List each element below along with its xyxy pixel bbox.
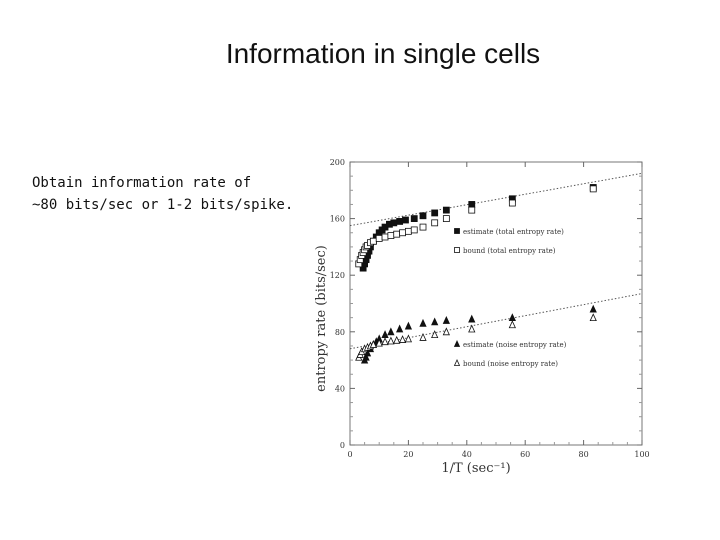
point-series-3 [362, 352, 370, 361]
legend-label-3: estimate (noise entropy rate) [463, 341, 567, 349]
point-series-4 [442, 327, 450, 336]
point-series-3 [387, 327, 395, 336]
point-series-2 [589, 185, 597, 193]
point-series-2 [381, 233, 389, 241]
y-tick-label: 80 [335, 328, 345, 337]
y-axis-title: entropy rate (bits/sec) [314, 245, 329, 392]
point-series-3 [589, 304, 597, 313]
point-series-4 [381, 337, 389, 346]
point-series-4 [369, 340, 377, 348]
point-series-4 [508, 320, 516, 329]
point-series-1 [402, 216, 409, 224]
point-series-3 [396, 324, 404, 333]
body-line-2: ~80 bits/sec or 1-2 bits/spike. [32, 197, 294, 213]
entropy-rate-chart: 0 20 40 60 80 100 0 40 80 120 160 200 1/T (sec⁻¹) ent… [314, 158, 650, 476]
point-series-2 [431, 219, 439, 227]
point-series-4 [468, 324, 476, 333]
x-tick-label: 60 [520, 450, 530, 459]
point-series-4 [375, 338, 383, 347]
point-series-1 [410, 215, 418, 222]
plot-frame [349, 161, 643, 446]
y-tick-label: 0 [340, 441, 345, 450]
point-series-2 [508, 199, 516, 207]
point-series-3 [508, 313, 516, 322]
y-tick-label: 40 [335, 384, 345, 393]
point-series-1 [468, 201, 476, 208]
legend-marker-4 [453, 359, 461, 366]
point-series-2 [387, 232, 395, 239]
point-series-4 [393, 335, 401, 344]
point-series-2 [419, 223, 427, 231]
legend-marker-1 [454, 228, 460, 234]
legend-label-2: bound (total entropy rate) [463, 247, 556, 255]
point-series-4 [404, 334, 413, 343]
point-series-2 [399, 229, 406, 237]
point-series-1 [390, 219, 398, 227]
point-series-1 [442, 206, 450, 214]
x-tick-label: 100 [634, 450, 649, 459]
fit-line-total [349, 172, 643, 227]
y-tick-label: 120 [330, 271, 345, 280]
point-series-1 [431, 209, 439, 217]
slide-body-text: Obtain information rate of ~80 bits/sec … [32, 172, 322, 216]
point-series-2 [442, 215, 450, 222]
point-series-3 [381, 330, 389, 339]
point-series-2 [393, 230, 401, 238]
legend-label-1: estimate (total entropy rate) [463, 228, 564, 236]
point-series-1 [419, 212, 427, 220]
x-tick-label: 0 [347, 450, 352, 459]
point-series-2 [468, 206, 476, 214]
point-series-2 [369, 237, 377, 245]
fit-line-noise [349, 293, 643, 350]
point-series-1 [396, 218, 404, 225]
slide-title: Information in single cells [225, 38, 541, 69]
point-series-2 [375, 235, 383, 242]
y-tick-label: 160 [330, 215, 345, 224]
point-series-3 [419, 318, 427, 327]
point-series-3 [468, 314, 476, 323]
point-series-3 [404, 321, 413, 330]
point-series-3 [431, 317, 439, 326]
legend-label-4: bound (noise entropy rate) [463, 360, 558, 368]
point-series-4 [398, 335, 407, 343]
legend-marker-2 [454, 247, 460, 253]
point-series-2 [410, 226, 418, 234]
y-tick-label: 200 [330, 158, 345, 167]
point-series-2 [405, 227, 412, 235]
x-tick-label: 40 [462, 450, 472, 459]
point-series-4 [419, 333, 427, 341]
point-series-4 [387, 336, 395, 345]
body-line-1: Obtain information rate of [32, 175, 252, 191]
legend-marker-3 [453, 340, 461, 347]
x-tick-label: 80 [579, 450, 589, 459]
x-axis-title: 1/T (sec⁻¹) [441, 461, 510, 476]
point-series-4 [589, 313, 597, 322]
x-tick-label: 20 [403, 450, 413, 459]
point-series-4 [431, 330, 439, 339]
point-series-3 [363, 348, 372, 357]
point-series-3 [442, 316, 450, 324]
